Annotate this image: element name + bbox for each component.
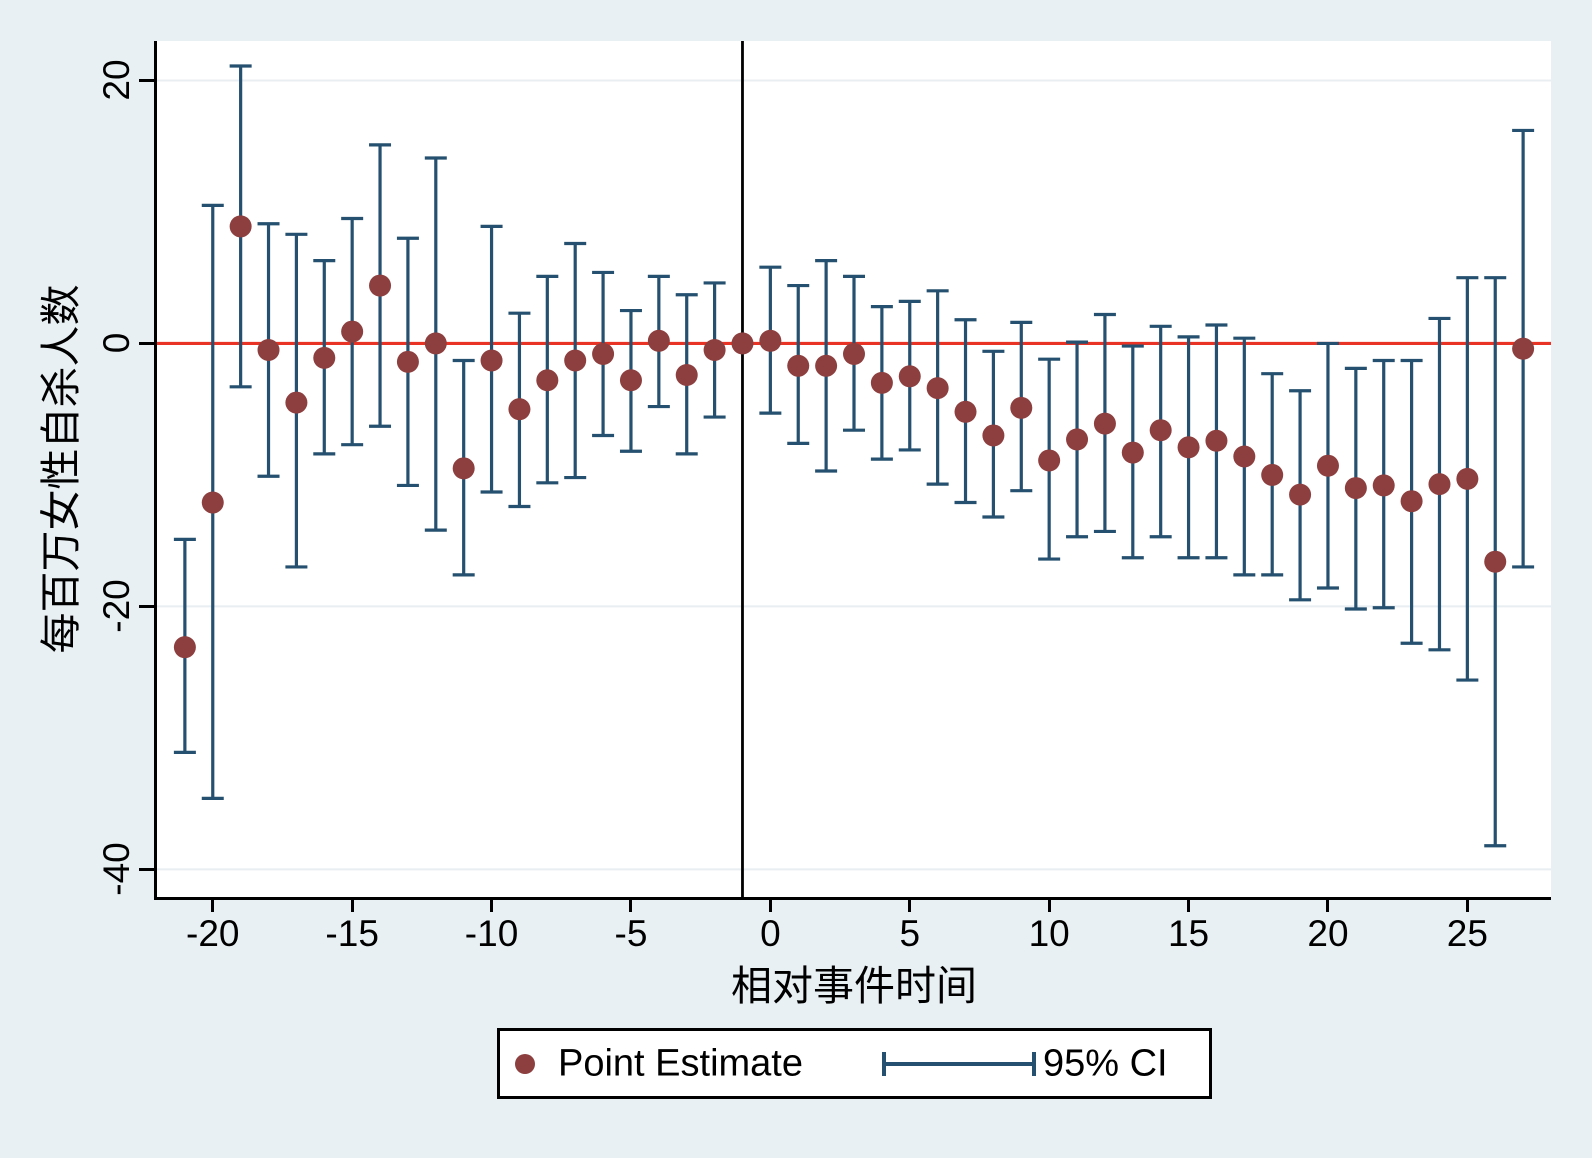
point-estimate-marker	[1121, 441, 1144, 464]
y-tick-mark	[139, 867, 154, 871]
point-estimate-marker	[369, 274, 392, 297]
point-estimate-marker	[703, 339, 726, 362]
point-estimate-marker	[731, 332, 754, 355]
x-axis-title: 相对事件时间	[731, 963, 977, 1009]
point-estimate-marker	[926, 377, 949, 400]
legend-box: Point Estimate 95% CI	[497, 1028, 1212, 1099]
point-estimate-marker	[536, 369, 559, 392]
y-tick-label: 0	[96, 333, 137, 354]
legend-point-estimate-label: Point Estimate	[558, 1042, 803, 1084]
point-estimate-marker	[1484, 550, 1507, 573]
plot-area	[154, 41, 1551, 900]
point-estimate-marker	[201, 491, 224, 514]
point-estimate-marker	[480, 349, 503, 372]
point-estimate-marker	[1372, 474, 1395, 497]
point-estimate-marker	[1344, 477, 1367, 500]
legend-ci-label: 95% CI	[1043, 1042, 1168, 1084]
y-tick-label: -20	[96, 579, 137, 634]
point-estimate-marker	[1093, 412, 1116, 435]
y-tick-label: 20	[96, 59, 137, 102]
point-estimate-marker	[815, 354, 838, 377]
point-estimate-marker	[843, 342, 865, 365]
point-estimate-marker	[173, 636, 196, 659]
point-estimate-marker	[285, 391, 308, 414]
x-tick-label: 25	[1446, 913, 1488, 954]
point-estimate-marker	[898, 365, 921, 388]
x-tick-label: 5	[899, 913, 921, 954]
point-estimate-marker	[619, 369, 642, 392]
point-estimate-marker	[647, 329, 670, 352]
point-estimate-marker	[229, 215, 252, 238]
point-estimate-marker	[452, 457, 475, 480]
point-estimate-marker	[675, 363, 698, 386]
y-tick-mark	[139, 341, 154, 345]
x-tick-mark	[350, 897, 354, 912]
point-estimate-marker	[1038, 449, 1061, 472]
x-tick-mark	[490, 897, 494, 912]
x-tick-mark	[768, 897, 772, 912]
chart-svg	[157, 41, 1551, 897]
x-tick-label: -15	[325, 913, 379, 954]
x-tick-mark	[1187, 897, 1191, 912]
point-estimate-marker	[1512, 337, 1535, 360]
x-tick-mark	[908, 897, 912, 912]
point-estimate-marker	[1289, 483, 1312, 506]
x-tick-mark	[1465, 897, 1469, 912]
point-estimate-marker	[1205, 429, 1228, 452]
point-estimate-marker	[954, 400, 977, 423]
point-estimate-marker	[592, 342, 615, 365]
point-estimate-marker	[1456, 467, 1479, 490]
y-tick-mark	[139, 604, 154, 608]
point-estimate-marker	[257, 339, 280, 362]
point-estimate-marker	[1428, 473, 1451, 496]
point-estimate-marker	[1149, 419, 1172, 442]
x-tick-label: 15	[1167, 913, 1210, 954]
point-estimate-marker	[1066, 428, 1089, 451]
point-estimate-marker	[982, 424, 1005, 447]
point-estimate-marker-icon	[515, 1053, 535, 1074]
x-tick-label: -10	[464, 913, 519, 954]
x-tick-mark	[629, 897, 633, 912]
y-tick-label: -40	[96, 842, 137, 897]
ci-line-icon	[882, 1052, 1036, 1076]
point-estimate-marker	[341, 320, 364, 343]
x-tick-label: -20	[186, 913, 240, 954]
x-tick-mark	[211, 897, 215, 912]
y-tick-mark	[139, 78, 154, 82]
x-tick-label: -5	[614, 913, 648, 954]
x-tick-label: 0	[760, 913, 781, 954]
point-estimate-marker	[1177, 436, 1200, 459]
point-estimate-marker	[508, 398, 531, 421]
point-estimate-marker	[313, 346, 336, 369]
point-estimate-marker	[1400, 490, 1423, 513]
point-estimate-marker	[870, 371, 893, 394]
x-tick-label: 10	[1028, 913, 1070, 954]
point-estimate-marker	[424, 332, 447, 355]
point-estimate-marker	[1010, 396, 1033, 419]
point-estimate-marker	[1261, 463, 1284, 486]
x-tick-label: 20	[1307, 913, 1349, 954]
point-estimate-marker	[787, 354, 810, 377]
point-estimate-marker	[1233, 445, 1256, 468]
point-estimate-marker	[564, 349, 587, 372]
y-axis-title: 每百万女性自杀人数	[38, 284, 84, 654]
point-estimate-marker	[1316, 454, 1339, 477]
x-tick-mark	[1047, 897, 1051, 912]
x-tick-mark	[1326, 897, 1330, 912]
point-estimate-marker	[759, 329, 782, 352]
point-estimate-marker	[396, 350, 419, 373]
